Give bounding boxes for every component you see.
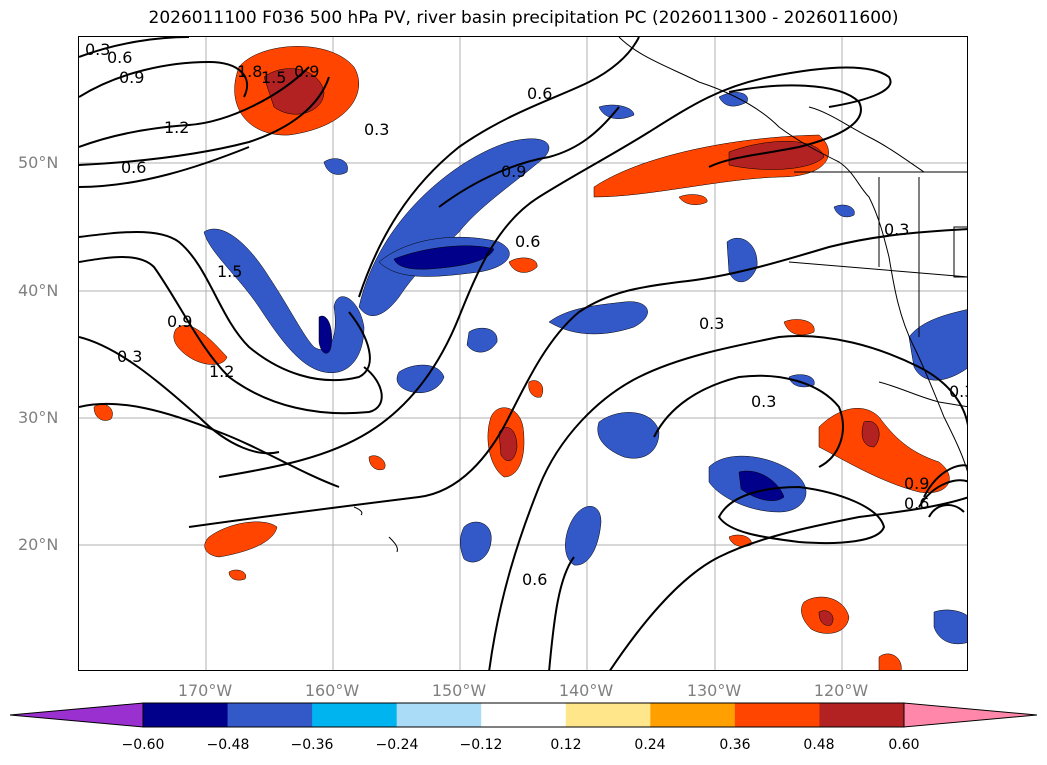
colorbar-tick: −0.48 — [206, 737, 250, 753]
colorbar-tick: 0.24 — [634, 737, 666, 753]
lon-label-150w: 150°W — [431, 681, 487, 700]
colorbar-tick: 0.36 — [719, 737, 751, 753]
pv-contours — [79, 37, 967, 670]
colorbar-segment — [734, 703, 820, 727]
colorbar-segment — [565, 703, 651, 727]
contour-label: 0.6 — [904, 494, 929, 513]
coastlines — [353, 37, 967, 553]
colorbar-tick: −0.36 — [290, 737, 334, 753]
contour-label: 1.5 — [261, 68, 286, 87]
contour-label: 0.3 — [751, 392, 776, 411]
colorbar-segment — [312, 703, 398, 727]
contour-label: 0.9 — [119, 68, 144, 87]
contour-label: 0.9 — [501, 162, 526, 181]
lon-label-130w: 130°W — [686, 681, 742, 700]
positive-precip-patches — [93, 46, 950, 670]
lon-label-170w: 170°W — [177, 681, 233, 700]
contour-label-group: 0.3 0.6 0.9 1.8 1.5 0.9 1.2 0.6 0.3 0.6 … — [85, 40, 968, 589]
contour-label: 1.5 — [217, 262, 242, 281]
contour-label: 0.3 — [884, 220, 909, 239]
colorbar-tick: 0.48 — [803, 737, 835, 753]
contour-label: 0.6 — [527, 84, 552, 103]
contour-label: 0.3 — [949, 382, 968, 401]
negative-precip-patches — [203, 92, 967, 645]
contour-label: 0.6 — [522, 570, 547, 589]
colorbar-segment — [650, 703, 736, 727]
lat-label-50n: 50°N — [18, 153, 59, 172]
lon-label-140w: 140°W — [558, 681, 614, 700]
contour-label: 0.3 — [699, 314, 724, 333]
contour-label: 0.9 — [294, 62, 319, 81]
contour-label: 0.6 — [121, 158, 146, 177]
colorbar — [10, 702, 1037, 728]
contour-label: 1.2 — [209, 362, 234, 381]
map-title: 2026011100 F036 500 hPa PV, river basin … — [148, 8, 899, 28]
lon-label-160w: 160°W — [304, 681, 360, 700]
contour-label: 1.2 — [164, 118, 189, 137]
lon-label-120w: 120°W — [813, 681, 869, 700]
colorbar-tick: −0.60 — [121, 737, 165, 753]
colorbar-segment — [904, 703, 1037, 727]
colorbar-segment — [10, 703, 143, 727]
colorbar-segment — [143, 703, 229, 727]
contour-label: 0.6 — [515, 232, 540, 251]
contour-label: 0.6 — [107, 48, 132, 67]
colorbar-segment — [227, 703, 313, 727]
contour-label: 1.8 — [237, 62, 262, 81]
colorbar-segment — [396, 703, 482, 727]
colorbar-tick: 0.12 — [550, 737, 582, 753]
map-canvas: 0.3 0.6 0.9 1.8 1.5 0.9 1.2 0.6 0.3 0.6 … — [79, 37, 968, 670]
contour-label: 0.3 — [117, 347, 142, 366]
colorbar-tick: −0.24 — [375, 737, 419, 753]
lat-label-20n: 20°N — [18, 535, 59, 554]
colorbar-segment — [819, 703, 905, 727]
graticule — [79, 37, 967, 670]
colorbar-segment — [481, 703, 567, 727]
lat-label-40n: 40°N — [18, 281, 59, 300]
colorbar-segments — [10, 703, 1037, 727]
contour-label: 0.3 — [364, 120, 389, 139]
colorbar-tick: 0.60 — [888, 737, 920, 753]
colorbar-tick: −0.12 — [459, 737, 503, 753]
map-panel[interactable]: 0.3 0.6 0.9 1.8 1.5 0.9 1.2 0.6 0.3 0.6 … — [78, 36, 968, 671]
lat-label-30n: 30°N — [18, 408, 59, 427]
contour-label: 0.9 — [167, 312, 192, 331]
contour-label: 0.3 — [85, 40, 110, 59]
contour-label: 0.9 — [904, 474, 929, 493]
